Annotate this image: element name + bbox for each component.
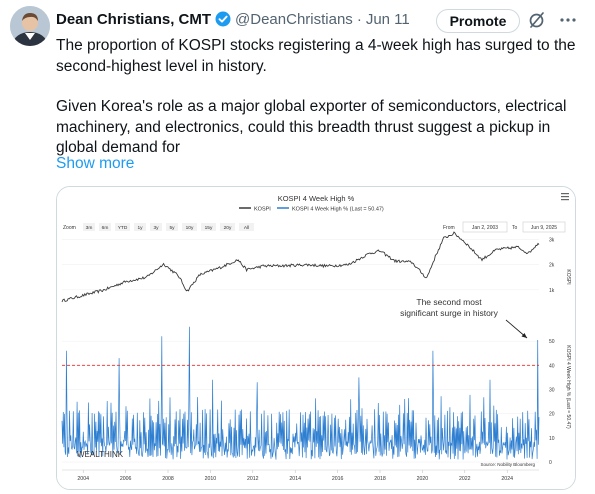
zoom-label-2: YTD [118, 225, 128, 231]
lower-tick-label-0: 50 [549, 339, 555, 345]
zoom-button-2[interactable] [115, 223, 130, 231]
x-tick-label-7: 2018 [374, 476, 386, 482]
upper-tick-label-1: 2k [549, 263, 555, 269]
tweet-paragraph-1: The proportion of KOSPI stocks registeri… [56, 37, 576, 75]
x-tick-label-9: 2022 [459, 476, 471, 482]
zoom-label-9: All [244, 225, 249, 231]
zoom-button-8[interactable] [220, 223, 235, 231]
tweet-header: Dean Christians, CMT @DeanChristians · J… [56, 8, 410, 30]
tweet-date[interactable]: Jun 11 [365, 10, 410, 28]
breadth-series-line [61, 326, 540, 460]
to-date-value: Jun 9, 2025 [531, 225, 557, 231]
zoom-button-3[interactable] [134, 223, 146, 231]
watermark: WEALTHINK [77, 450, 124, 459]
show-more-link[interactable]: Show more [56, 155, 135, 172]
x-tick-label-4: 2012 [247, 476, 259, 482]
verified-badge-icon [215, 11, 231, 27]
legend-kospi: KOSPI [254, 207, 271, 213]
tweet-text: The proportion of KOSPI stocks registeri… [56, 36, 576, 159]
zoom-button-1[interactable] [99, 223, 111, 231]
zoom-label-0: 3m [86, 225, 93, 231]
zoom-label-3: 1y [137, 225, 143, 231]
lower-tick-label-3: 20 [549, 412, 555, 418]
zoom-label-8: 20y [224, 225, 232, 231]
more-options-icon[interactable] [558, 10, 578, 30]
chart-image[interactable]: KOSPI 4 Week High % KOSPI KOSPI 4 Week H… [56, 186, 576, 490]
annotation-arrow [505, 319, 528, 339]
x-tick-label-3: 2010 [205, 476, 217, 482]
separator-dot: · [356, 10, 362, 28]
author-handle[interactable]: @DeanChristians [235, 10, 353, 28]
upper-tick-label-2: 1k [549, 288, 555, 294]
x-tick-label-1: 2006 [120, 476, 132, 482]
legend-breadth: KOSPI 4 Week High % (Last = 50.47) [292, 207, 384, 213]
zoom-button-7[interactable] [201, 223, 216, 231]
from-date-input[interactable] [462, 221, 508, 233]
zoom-button-9[interactable] [239, 223, 254, 231]
x-tick-label-5: 2014 [289, 476, 301, 482]
promote-button[interactable]: Promote [436, 9, 520, 33]
lower-tick-label-2: 30 [549, 388, 555, 394]
x-tick-label-6: 2016 [332, 476, 344, 482]
chart-svg: KOSPI 4 Week High % KOSPI KOSPI 4 Week H… [57, 187, 575, 489]
x-tick-label-8: 2020 [417, 476, 429, 482]
zoom-button-0[interactable] [83, 223, 95, 231]
upper-axis-ticks: 3k 2k 1k [549, 238, 555, 294]
source-text: Source: Nobility Bloomberg [480, 462, 535, 467]
annotation-line-1: The second most [416, 297, 482, 307]
from-date-value: Jan 2, 2003 [472, 225, 498, 231]
zoom-options: 3m 6m YTD 1y 3y 5y 10y 15y 20y All [83, 223, 254, 231]
from-label: From [443, 225, 455, 231]
upper-tick-label-0: 3k [549, 238, 555, 244]
right-axis-upper-label: KOSPI [565, 269, 571, 284]
chart-menu-icon[interactable] [561, 193, 569, 201]
zoom-label-5: 5y [169, 225, 175, 231]
author-avatar[interactable] [10, 6, 50, 46]
x-tick-label-10: 2024 [501, 476, 513, 482]
annotation-line-2: significant surge in history [400, 308, 499, 318]
zoom-button-4[interactable] [150, 223, 162, 231]
zoom-label-1: 6m [102, 225, 109, 231]
lower-tick-label-5: 0 [549, 460, 552, 466]
zoom-label: Zoom [63, 225, 76, 231]
zoom-button-6[interactable] [182, 223, 197, 231]
zoom-label-6: 10y [186, 225, 194, 231]
lower-axis-ticks: 50 40 30 20 10 0 [549, 339, 555, 466]
right-axis-lower-label: KOSPI 4 Week High % (Last = 50.47) [565, 345, 571, 429]
kospi-series-line [61, 231, 540, 303]
to-date-input[interactable] [522, 221, 566, 233]
tweet-paragraph-2: Given Korea's role as a major global exp… [56, 98, 567, 156]
grok-icon[interactable] [528, 11, 546, 29]
lower-tick-label-4: 10 [549, 436, 555, 442]
zoom-label-7: 15y [205, 225, 213, 231]
zoom-label-4: 3y [153, 225, 159, 231]
x-tick-label-2: 2008 [162, 476, 174, 482]
lower-tick-label-1: 40 [549, 363, 555, 369]
x-tick-label-0: 2004 [77, 476, 89, 482]
chart-title: KOSPI 4 Week High % [278, 194, 355, 203]
zoom-button-5[interactable] [166, 223, 178, 231]
to-label: To [512, 225, 518, 231]
x-axis: 2004 2006 2008 2010 2012 2014 2016 2018 2020 2022… [62, 469, 539, 482]
author-name[interactable]: Dean Christians, CMT [56, 10, 212, 28]
